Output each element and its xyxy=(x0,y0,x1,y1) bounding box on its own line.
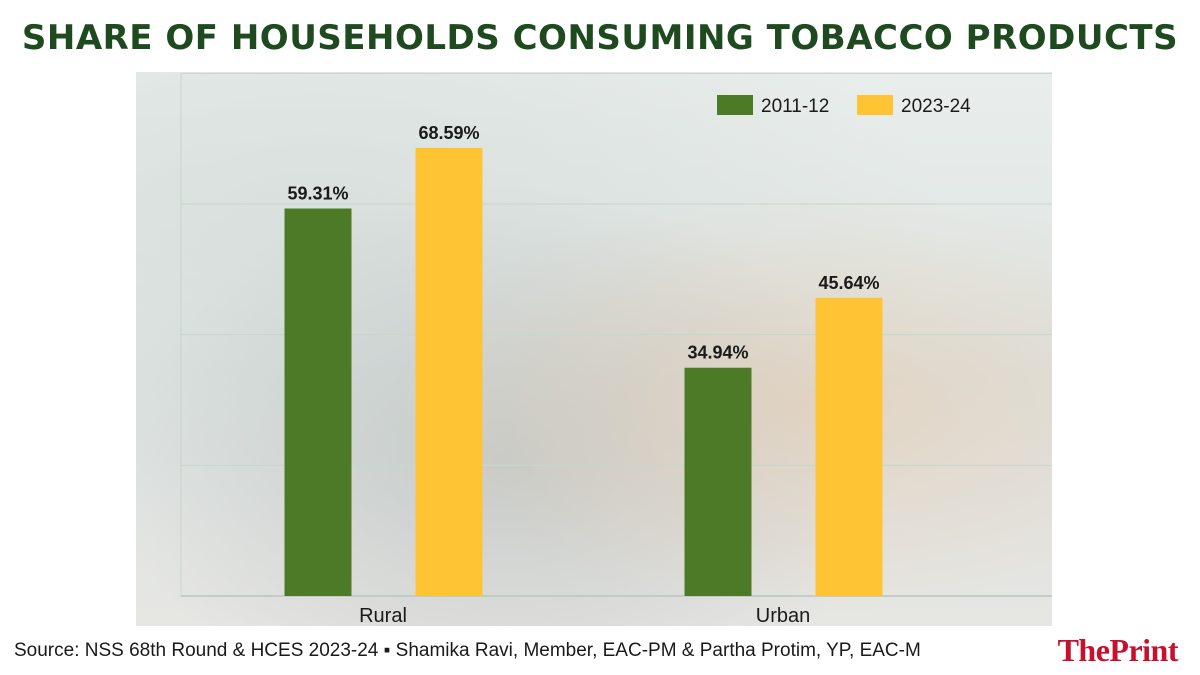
legend-swatch xyxy=(857,95,893,115)
legend-swatch xyxy=(717,95,753,115)
data-label: 45.64% xyxy=(818,273,879,293)
chart-title: SHARE OF HOUSEHOLDS CONSUMING TOBACCO PR… xyxy=(21,18,1179,58)
legend-label: 2023-24 xyxy=(901,96,971,117)
bar-urban-2023-24 xyxy=(815,297,883,596)
category-labels: Rural Urban xyxy=(359,605,810,627)
source-note: Source: NSS 68th Round & HCES 2023-24 ▪ … xyxy=(14,640,921,661)
bar-rural-2011-12 xyxy=(284,208,352,596)
legend: 2011-12 2023-24 xyxy=(717,95,971,117)
bars xyxy=(284,147,883,596)
data-label: 34.94% xyxy=(687,343,748,363)
bar-rural-2023-24 xyxy=(415,147,483,596)
publisher-logo: ThePrint xyxy=(1057,632,1179,668)
data-label: 68.59% xyxy=(418,123,479,143)
category-label: Urban xyxy=(756,605,810,627)
category-label: Rural xyxy=(359,605,407,627)
bar-urban-2011-12 xyxy=(684,367,752,596)
legend-label: 2011-12 xyxy=(761,96,829,117)
data-label: 59.31% xyxy=(287,184,348,204)
data-labels: 59.31% 68.59% 34.94% 45.64% xyxy=(287,123,879,363)
